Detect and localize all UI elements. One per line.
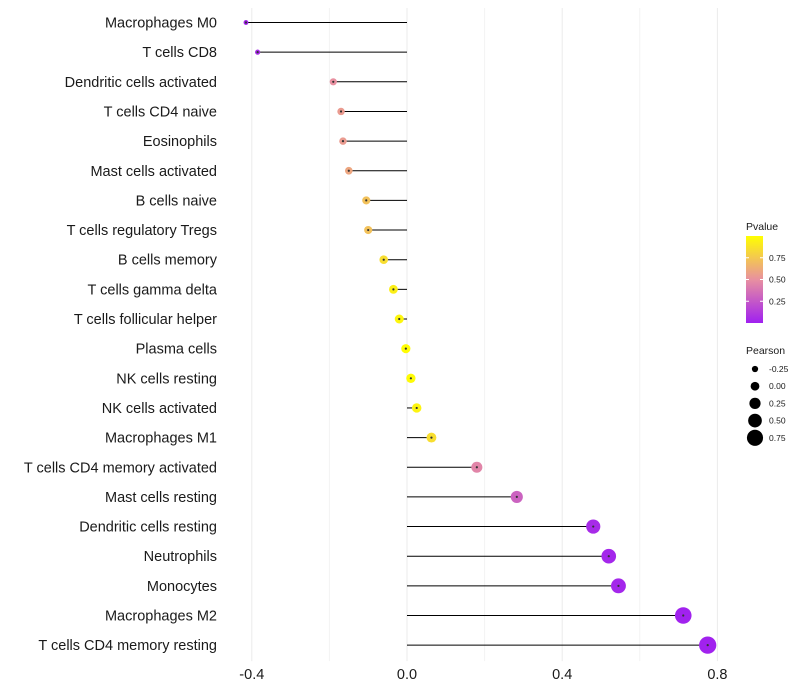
lollipop-point-center <box>409 377 412 380</box>
pearson-size-key <box>748 413 762 428</box>
pearson-size-label: -0.25 <box>769 364 789 374</box>
lollipop-point-center <box>244 21 248 24</box>
pearson-size-label: 0.75 <box>769 433 786 443</box>
lollipop-point-center <box>415 406 418 410</box>
category-label: T cells CD4 memory activated <box>24 460 217 476</box>
category-label: B cells naive <box>136 193 217 209</box>
category-label: Macrophages M1 <box>105 431 217 447</box>
category-label: T cells regulatory Tregs <box>67 223 217 239</box>
pvalue-tick-label: 0.50 <box>769 275 786 285</box>
pearson-size-key <box>749 397 761 410</box>
pearson-size-key <box>750 381 760 391</box>
lollipop-point-center <box>607 555 610 558</box>
lollipop-point-center <box>515 495 518 498</box>
lollipop-point-center <box>592 525 595 528</box>
category-label: Eosinophils <box>143 134 217 150</box>
category-label: Mast cells activated <box>90 164 217 180</box>
x-tick-label: 0.8 <box>707 667 727 683</box>
lollipop-point-center <box>617 584 620 587</box>
lollipop-point-center <box>398 317 401 321</box>
lollipop-point-center <box>367 228 370 232</box>
pearson-legend-title: Pearson <box>746 345 785 357</box>
lollipop-point-center <box>347 169 350 172</box>
lollipop-point-center <box>430 436 433 439</box>
pvalue-tick-label: 0.25 <box>769 296 786 306</box>
pvalue-legend-title: Pvalue <box>746 221 778 233</box>
lollipop-point-center <box>256 51 259 54</box>
lollipop-point-center <box>392 288 395 291</box>
lollipop-point-center <box>404 347 407 350</box>
pvalue-colorbar <box>746 236 763 323</box>
pvalue-tick-label: 0.75 <box>769 253 786 263</box>
category-label: Dendritic cells activated <box>65 75 217 91</box>
pearson-size-label: 0.25 <box>769 398 786 408</box>
pearson-size-key <box>751 365 759 373</box>
pearson-size-label: 0.50 <box>769 416 786 426</box>
category-label: NK cells resting <box>116 371 217 387</box>
x-tick-label: 0.0 <box>397 667 417 683</box>
x-tick-label: -0.4 <box>239 667 264 683</box>
lollipop-point-center <box>475 466 478 469</box>
lollipop-point-center <box>706 644 709 647</box>
x-tick-label: 0.4 <box>552 667 572 683</box>
lollipop-point-center <box>382 258 385 261</box>
lollipop-point-center <box>341 140 345 143</box>
pearson-size-label: 0.00 <box>769 381 786 391</box>
lollipop-point-center <box>365 199 368 202</box>
category-label: Dendritic cells resting <box>79 520 217 536</box>
category-label: B cells memory <box>118 253 218 269</box>
lollipop-point-center <box>332 80 335 83</box>
category-label: Monocytes <box>147 579 217 595</box>
category-label: NK cells activated <box>102 401 217 417</box>
lollipop-point-center <box>682 614 685 617</box>
lollipop-point-center <box>339 110 343 113</box>
category-label: Neutrophils <box>144 549 217 565</box>
category-label: Mast cells resting <box>105 490 217 506</box>
category-label: T cells gamma delta <box>88 282 218 298</box>
category-label: T cells CD4 memory resting <box>38 638 217 654</box>
category-label: Macrophages M0 <box>105 16 217 32</box>
category-label: Plasma cells <box>136 342 217 358</box>
category-label: T cells follicular helper <box>74 312 217 328</box>
pearson-size-key <box>746 429 764 446</box>
category-label: T cells CD4 naive <box>104 104 217 120</box>
category-label: Macrophages M2 <box>105 609 217 625</box>
category-label: T cells CD8 <box>142 45 217 61</box>
